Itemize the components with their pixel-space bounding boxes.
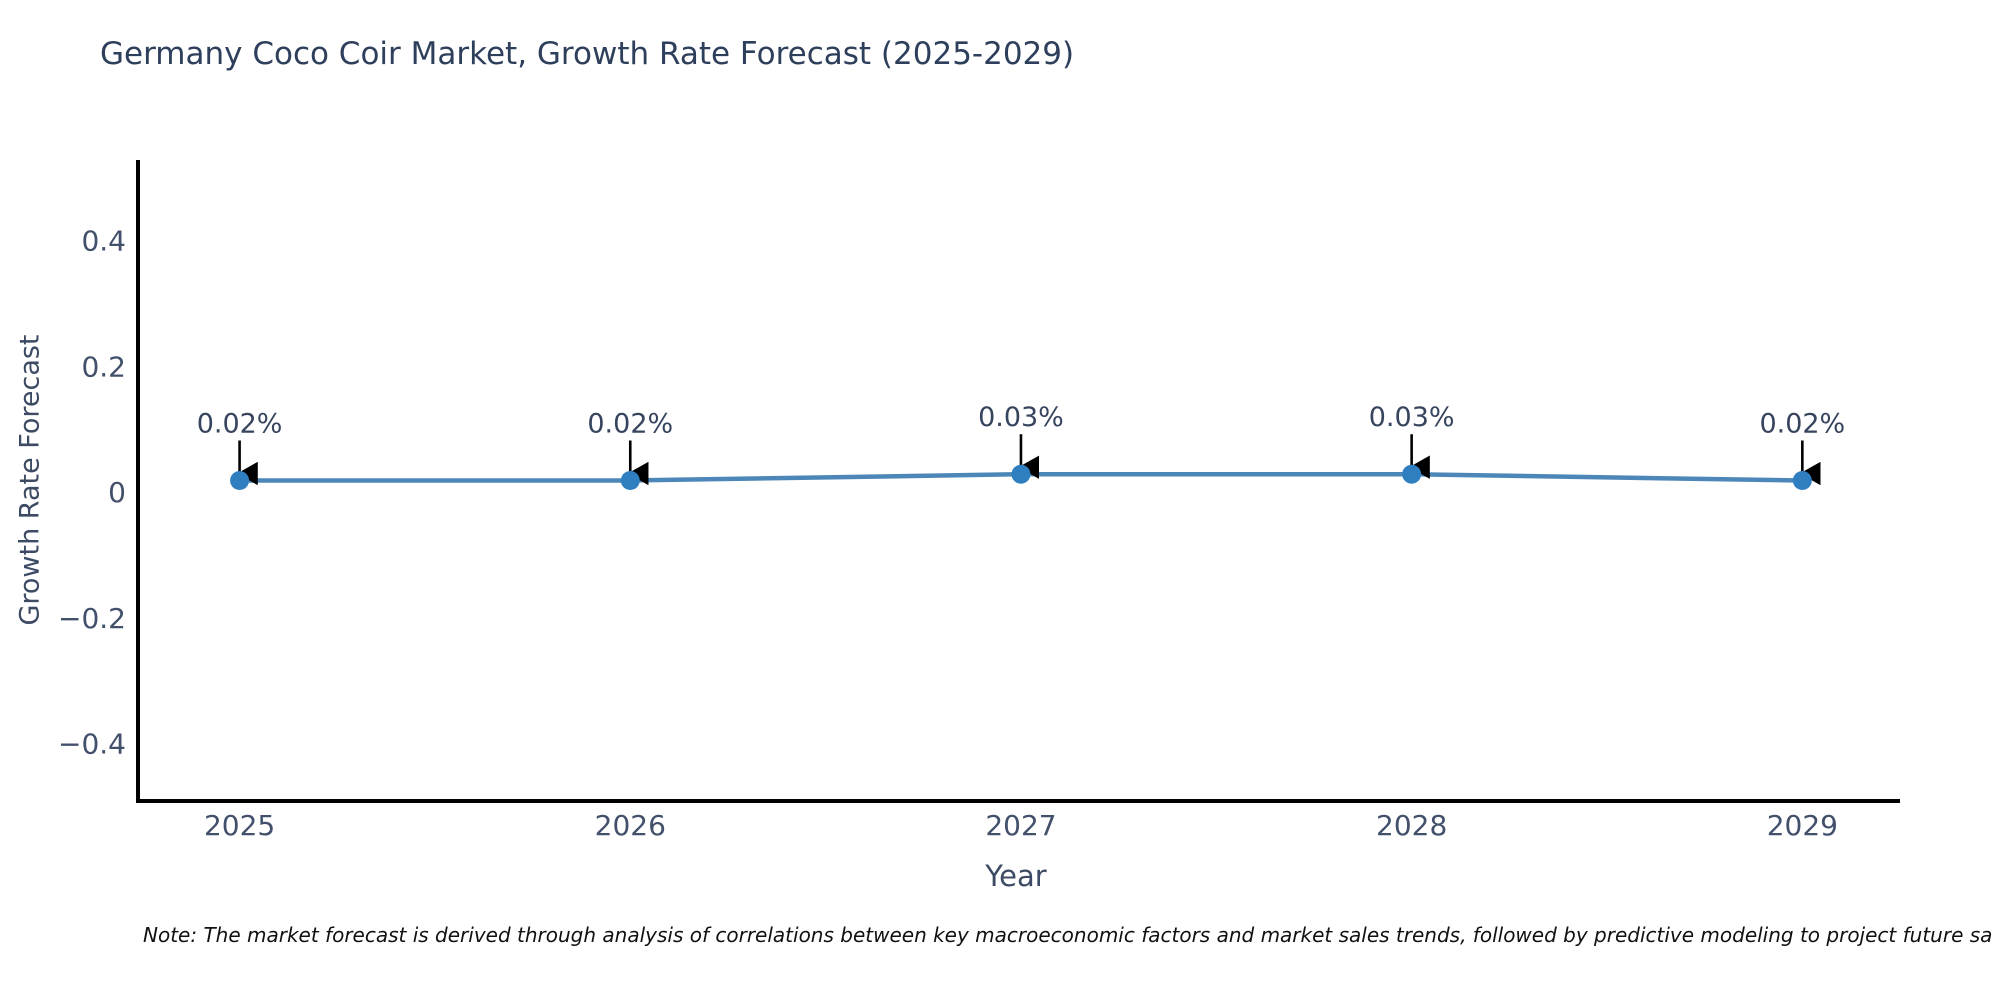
y-axis-title: Growth Rate Forecast	[14, 334, 46, 626]
data-point-marker	[1792, 471, 1812, 490]
plot-root: 0.4 0.2 0 −0.2 −0.4 2025 2026 2027 2028 2029 0.02%…	[58, 160, 1900, 842]
data-point-label: 0.02%	[197, 409, 283, 440]
x-tick-label: 2028	[1376, 809, 1447, 842]
y-tick-label: 0	[108, 476, 126, 509]
chart-title: Germany Coco Coir Market, Growth Rate Fo…	[100, 36, 1075, 72]
data-point-label: 0.03%	[1369, 402, 1455, 433]
data-point-label: 0.02%	[1759, 409, 1845, 440]
data-point-marker	[1402, 464, 1422, 484]
footnote: Note: The market forecast is derived thr…	[143, 923, 1993, 947]
y-tick-label: 0.4	[81, 225, 126, 258]
data-point-label: 0.03%	[978, 402, 1064, 433]
y-tick-label: 0.2	[81, 350, 126, 383]
x-tick-label: 2029	[1767, 809, 1838, 842]
data-point-marker	[620, 471, 640, 490]
data-point-marker	[230, 471, 250, 490]
x-axis-title: Year	[985, 859, 1047, 893]
x-tick-label: 2025	[204, 809, 275, 842]
y-tick-label: −0.2	[58, 602, 126, 635]
x-tick-label: 2027	[985, 809, 1056, 842]
x-tick-label: 2026	[595, 809, 666, 842]
y-tick-label: −0.4	[58, 727, 126, 760]
data-point-label: 0.02%	[587, 409, 673, 440]
data-point-marker	[1011, 464, 1031, 484]
